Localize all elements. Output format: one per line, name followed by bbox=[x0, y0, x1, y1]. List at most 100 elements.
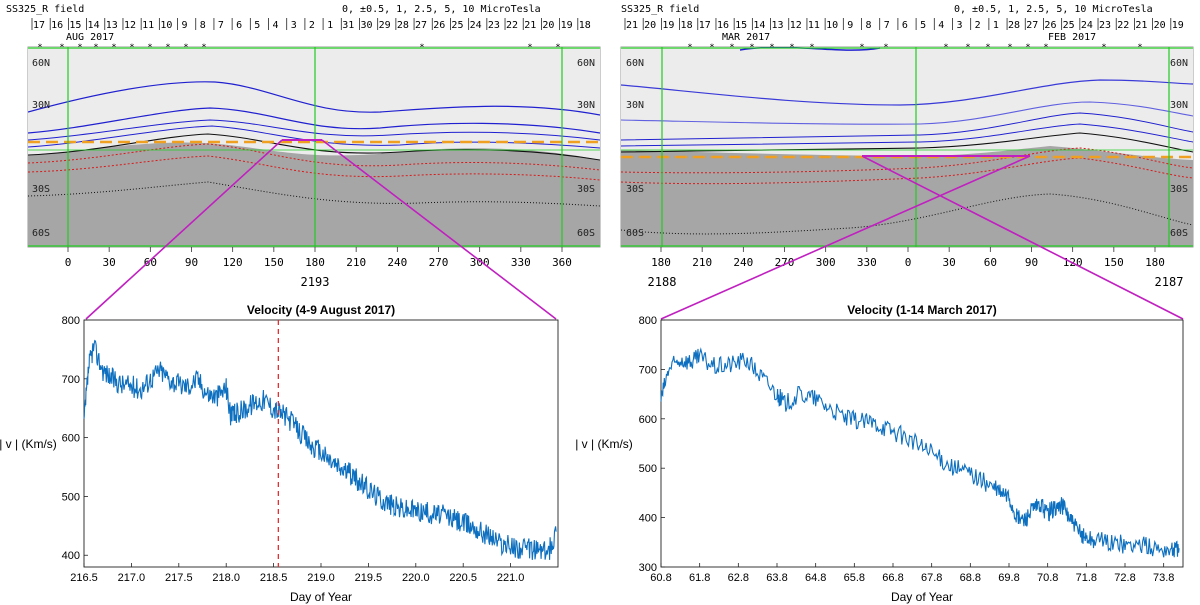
lon-tick-label: 210 bbox=[346, 256, 366, 269]
map-right-month-feb: FEB 2017 bbox=[1048, 32, 1096, 43]
date-tick-label: 18 bbox=[579, 20, 591, 31]
date-tick-label: 21 bbox=[626, 20, 638, 31]
map-left-lat-60n-l: 60N bbox=[32, 58, 50, 69]
velocity-series-line bbox=[83, 339, 557, 560]
date-tick-label: 26 bbox=[1044, 20, 1056, 31]
date-tick-label: 14 bbox=[753, 20, 765, 31]
date-tick-label: 19 bbox=[1172, 20, 1184, 31]
map-left-lat-60s-r: 60S bbox=[577, 228, 595, 239]
x-tick-label: 67.8 bbox=[921, 572, 942, 584]
map-right-lat-60n-r: 60N bbox=[1170, 58, 1188, 69]
date-tick-label: 17 bbox=[699, 20, 711, 31]
plot-axes-frame bbox=[83, 319, 559, 568]
date-tick-label: 20 bbox=[1154, 20, 1166, 31]
lon-tick-label: 240 bbox=[387, 256, 407, 269]
date-tick-label: 31 bbox=[342, 20, 354, 31]
map-left-negative-field bbox=[28, 142, 600, 247]
lon-tick-label: 300 bbox=[470, 256, 490, 269]
connector-left-b bbox=[321, 139, 557, 320]
date-tick-label: 6 bbox=[902, 20, 908, 31]
y-tick-label: 300 bbox=[639, 562, 657, 574]
date-tick-label: 23 bbox=[1099, 20, 1111, 31]
lon-tick-label: 30 bbox=[943, 256, 956, 269]
lon-tick-label: 0 bbox=[905, 256, 912, 269]
x-tick-label: 70.8 bbox=[1037, 572, 1058, 584]
date-tick-label: 12 bbox=[790, 20, 802, 31]
date-tick-label: 28 bbox=[1008, 20, 1020, 31]
date-tick-label: 8 bbox=[866, 20, 872, 31]
y-tick-label: 600 bbox=[639, 414, 657, 426]
velocity-plot-august: Velocity (4-9 August 2017) Day of Year |… bbox=[0, 303, 559, 604]
lon-tick-label: 360 bbox=[552, 256, 572, 269]
velocity-series-line bbox=[660, 347, 1180, 558]
date-tick-label: 11 bbox=[142, 20, 154, 31]
x-tick-label: 71.8 bbox=[1076, 572, 1097, 584]
x-tick-label: 218.5 bbox=[260, 572, 288, 584]
plot-mar-ylabel: | v | (Km/s) bbox=[575, 437, 633, 451]
date-tick-label: 12 bbox=[124, 20, 136, 31]
x-tick-label: 219.0 bbox=[307, 572, 335, 584]
lon-tick-label: 180 bbox=[1145, 256, 1165, 269]
date-tick-label: 24 bbox=[1081, 20, 1093, 31]
date-tick-label: 27 bbox=[415, 20, 427, 31]
map-right-contour-1 bbox=[621, 123, 1193, 147]
date-tick-label: 1 bbox=[327, 20, 333, 31]
x-tick-label: 62.8 bbox=[728, 572, 749, 584]
date-tick-label: 25 bbox=[451, 20, 463, 31]
date-tick-label: 16 bbox=[717, 20, 729, 31]
date-tick-label: 9 bbox=[182, 20, 188, 31]
date-tick-label: 4 bbox=[273, 20, 279, 31]
date-tick-label: 2 bbox=[975, 20, 981, 31]
map-left-longitude-ticks: 0 30 60 90 120 150 180 210 240 270 300 330 360 bbox=[65, 247, 572, 269]
x-tick-label: 220.0 bbox=[402, 572, 430, 584]
plot-mar-xlabel: Day of Year bbox=[891, 590, 953, 604]
map-right-contour-neg1 bbox=[621, 147, 1193, 174]
synoptic-map-right: SS325_R field 0, ±0.5, 1, 2.5, 5, 10 Mic… bbox=[620, 4, 1194, 289]
date-tick-label: 15 bbox=[69, 20, 81, 31]
map-right-neutral-line bbox=[621, 132, 1193, 153]
date-tick-label: 6 bbox=[236, 20, 242, 31]
map-right-contour-neg2 bbox=[621, 157, 1193, 185]
map-right-date-ticks: 21 20 19 18 17 16 15 14 13 12 11 10 9 8 7 6 5 4 3 2 1 28 27 26 2… bbox=[624, 18, 1184, 31]
lon-tick-label: 270 bbox=[775, 256, 795, 269]
plot-aug-ylabel: | v | (Km/s) bbox=[0, 437, 57, 451]
y-tick-label: 500 bbox=[62, 491, 80, 503]
date-tick-label: 13 bbox=[106, 20, 118, 31]
map-left-contour-2 bbox=[28, 119, 600, 141]
date-tick-label: 2 bbox=[309, 20, 315, 31]
date-tick-label: 22 bbox=[1117, 20, 1129, 31]
velocity-plot-march: Velocity (1-14 March 2017) Day of Year |… bbox=[575, 303, 1184, 604]
x-tick-label: 64.8 bbox=[805, 572, 826, 584]
date-tick-label: 26 bbox=[433, 20, 445, 31]
map-left-lat-30n-r: 30N bbox=[577, 100, 595, 111]
y-tick-label: 500 bbox=[639, 463, 657, 475]
lon-tick-label: 210 bbox=[692, 256, 712, 269]
zoom-connectors bbox=[85, 139, 1184, 320]
date-tick-label: 30 bbox=[360, 20, 372, 31]
date-tick-label: 23 bbox=[488, 20, 500, 31]
date-tick-label: 9 bbox=[847, 20, 853, 31]
map-right-negative-field bbox=[621, 146, 1193, 247]
lon-tick-label: 270 bbox=[429, 256, 449, 269]
date-tick-label: 20 bbox=[644, 20, 656, 31]
x-tick-label: 217.0 bbox=[118, 572, 146, 584]
map-left-levels: 0, ±0.5, 1, 2.5, 5, 10 MicroTesla bbox=[342, 4, 541, 15]
date-tick-label: 3 bbox=[291, 20, 297, 31]
map-right-contour-2 bbox=[621, 112, 1193, 141]
lon-tick-label: 30 bbox=[103, 256, 116, 269]
x-tick-label: 220.5 bbox=[449, 572, 477, 584]
map-right-levels: 0, ±0.5, 1, 2.5, 5, 10 MicroTesla bbox=[954, 4, 1153, 15]
lon-tick-label: 150 bbox=[1104, 256, 1124, 269]
map-right-month-mar: MAR 2017 bbox=[722, 32, 770, 43]
lon-tick-label: 90 bbox=[185, 256, 198, 269]
map-left-lat-60n-r: 60N bbox=[577, 58, 595, 69]
date-tick-label: 19 bbox=[662, 20, 674, 31]
date-tick-label: 4 bbox=[938, 20, 944, 31]
date-tick-label: 13 bbox=[772, 20, 784, 31]
x-tick-label: 219.5 bbox=[355, 572, 383, 584]
plot-mar-title: Velocity (1-14 March 2017) bbox=[847, 303, 996, 317]
map-right-lat-30s-r: 30S bbox=[1170, 184, 1188, 195]
map-right-lat-60s-r: 60S bbox=[1170, 228, 1188, 239]
date-tick-label: 19 bbox=[561, 20, 573, 31]
x-tick-label: 65.8 bbox=[844, 572, 865, 584]
